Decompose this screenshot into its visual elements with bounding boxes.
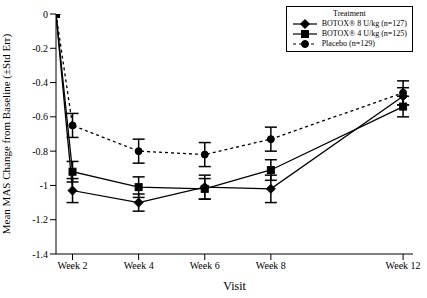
svg-text:-0.4: -0.4 [32,77,48,88]
svg-text:-1.2: -1.2 [32,214,48,225]
svg-text:Visit: Visit [223,279,246,293]
svg-text:0: 0 [43,9,48,20]
svg-text:Week 2: Week 2 [58,260,88,271]
svg-text:-0.8: -0.8 [32,146,48,157]
svg-text:Week 12: Week 12 [386,260,419,271]
html-text:Placebo (n=129): Placebo (n=129) [321,39,375,48]
html-text:Treatment: Treatment [333,9,366,18]
svg-text:-1.4: -1.4 [32,249,48,260]
svg-text:Week 4: Week 4 [124,260,154,271]
svg-text:-0.2: -0.2 [32,43,48,54]
svg-text:Week 8: Week 8 [256,260,286,271]
html-text:BOTOX® 4 U/kg (n=125): BOTOX® 4 U/kg (n=125) [321,29,407,38]
html-text:BOTOX® 8 U/kg (n=127): BOTOX® 8 U/kg (n=127) [321,19,407,28]
svg-text:-1: -1 [40,180,48,191]
svg-text:-0.6: -0.6 [32,111,48,122]
svg-text:Week 6: Week 6 [190,260,220,271]
svg-text:Mean MAS Change from Baseline: Mean MAS Change from Baseline (±Std Err) [8,34,13,235]
